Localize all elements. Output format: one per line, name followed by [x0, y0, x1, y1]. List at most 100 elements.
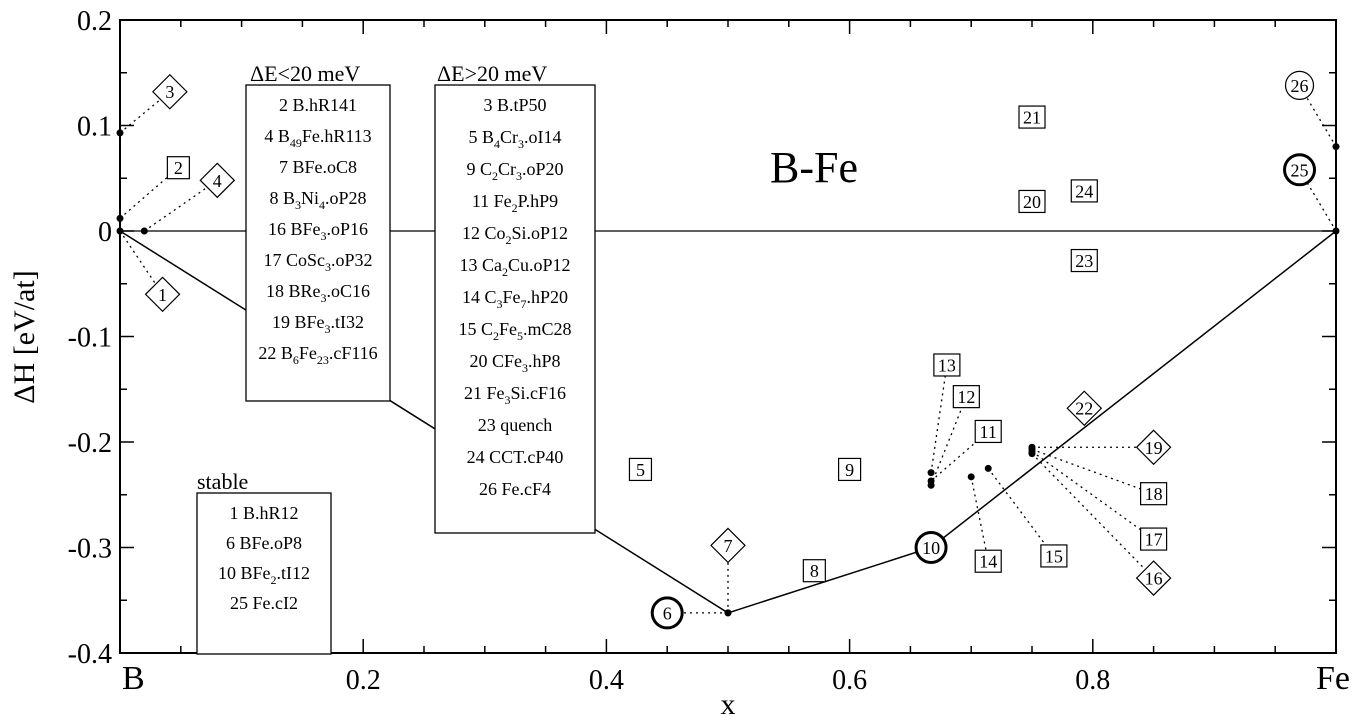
leader-line: [1031, 450, 1154, 540]
structure-14: 14: [967, 473, 1002, 573]
structure-label: 18: [1145, 484, 1163, 504]
label-box: [952, 385, 980, 409]
leader-line: [143, 179, 218, 232]
data-point: [967, 473, 975, 481]
structure-8: 8: [802, 559, 826, 583]
legend-header: stable: [197, 469, 248, 494]
subscript: 2: [502, 265, 508, 279]
legend-entry: 26 Fe.cF4: [479, 479, 551, 499]
data-point: [927, 469, 935, 477]
data-point: [116, 214, 124, 222]
legend-entry: 23 quench: [478, 415, 552, 435]
label-diamond: [1135, 429, 1172, 466]
entry-text: 9 C: [466, 159, 492, 179]
legend-entry: 13 Ca2Cu.oP12: [459, 255, 570, 279]
label-box: [837, 457, 862, 482]
structure-24: 24: [1070, 179, 1098, 203]
subscript: 2: [512, 201, 518, 215]
label-box: [1139, 482, 1168, 506]
entry-text: 22 B: [258, 343, 293, 363]
entry-text: Si.cF16: [510, 383, 566, 403]
x-tick-label: 0.4: [589, 665, 624, 696]
label-box: [1018, 189, 1046, 214]
label-box: [974, 549, 1002, 573]
data-point: [116, 227, 124, 235]
label-diamond: [152, 73, 188, 110]
entry-text: .oI14: [524, 127, 562, 147]
subscript: 5: [517, 329, 523, 343]
label-diamond: [710, 527, 746, 564]
subscript: 3: [516, 169, 522, 183]
subscript: 3: [497, 297, 503, 311]
structure-label: 6: [663, 603, 672, 623]
legend-entry: 7 BFe.oC8: [279, 157, 357, 177]
data-point: [724, 609, 732, 617]
legend-header: ΔE<20 meV: [250, 61, 360, 86]
leader-line: [930, 396, 967, 486]
structure-11: 11: [927, 419, 1002, 485]
subscript: 3: [325, 260, 331, 274]
legend-entry: 18 BRe3.oC16: [266, 281, 370, 305]
leader-line: [119, 230, 164, 295]
legend-entry: 6 BFe.oP8: [226, 533, 302, 553]
structure-label: 15: [1045, 546, 1063, 566]
data-point: [140, 227, 148, 235]
structure-label: 10: [922, 538, 940, 558]
legend-entry: 2 B.hR141: [279, 95, 357, 115]
entry-text: 19 BFe: [272, 312, 325, 332]
label-circle: [1283, 153, 1317, 187]
leader-line: [970, 476, 989, 562]
label-box: [1070, 179, 1098, 203]
subscript: 49: [290, 136, 302, 150]
label-diamond: [1066, 390, 1103, 427]
label-box: [1070, 248, 1098, 273]
label-box: [1139, 527, 1168, 551]
entry-text: 2 B.hR141: [279, 95, 357, 115]
structure-12: 12: [927, 385, 980, 489]
legend-low: ΔE<20 meV 2 B.hR141 4 B49Fe.hR113 7 BFe.oC8…: [245, 61, 391, 402]
legend-entry: 8 B3Ni4.oP28: [269, 188, 366, 212]
y-tick-label: -0.1: [68, 323, 112, 354]
legend-entry: 15 C2Fe5.mC28: [458, 319, 571, 343]
x-tick-label: B: [122, 660, 145, 697]
y-tick-label: 0.2: [77, 6, 112, 37]
structure-label: 3: [165, 82, 174, 102]
entry-text: Ni: [301, 188, 319, 208]
structure-4: 4: [140, 162, 236, 235]
y-tick-label: 0.1: [77, 112, 112, 143]
entry-text: .oP20: [522, 159, 564, 179]
structure-22: 22: [1066, 390, 1103, 427]
subscript: 7: [521, 297, 527, 311]
entry-text: 18 BRe: [266, 281, 321, 301]
entry-text: Cr: [498, 159, 516, 179]
structure-label: 21: [1023, 108, 1041, 128]
entry-text: 26 Fe.cF4: [479, 479, 551, 499]
data-point: [116, 129, 124, 137]
legend-entry: 25 Fe.cI2: [230, 593, 298, 613]
entry-text: 21 Fe: [464, 383, 505, 403]
entry-text: .oP16: [327, 219, 369, 239]
legend-entry: 4 B49Fe.hR113: [264, 126, 371, 150]
x-tick-label: 0.2: [346, 665, 381, 696]
subscript: 3: [504, 393, 510, 407]
label-diamond: [1135, 560, 1172, 596]
entry-text: P.hP9: [518, 191, 559, 211]
legend-entry: 24 CCT.cP40: [467, 447, 564, 467]
entry-text: 16 BFe: [268, 219, 321, 239]
legend-entry: 14 C3Fe7.hP20: [462, 287, 568, 311]
structure-18: 18: [1028, 445, 1168, 506]
legend-entry: 16 BFe3.oP16: [268, 219, 368, 243]
label-circle: [914, 531, 948, 564]
entry-text: Fe.hR113: [302, 126, 372, 146]
entry-text: 3 B.tP50: [483, 95, 546, 115]
label-box: [933, 353, 961, 377]
subscript: 4: [494, 137, 500, 151]
subscript: 2: [493, 329, 499, 343]
structure-9: 9: [837, 457, 862, 482]
entry-text: 6 BFe.oP8: [226, 533, 302, 553]
label-box: [1018, 105, 1046, 129]
legend-entry: 10 BFe2.tI12: [218, 563, 310, 587]
leader-line: [930, 430, 989, 482]
entry-text: .mC28: [523, 319, 572, 339]
